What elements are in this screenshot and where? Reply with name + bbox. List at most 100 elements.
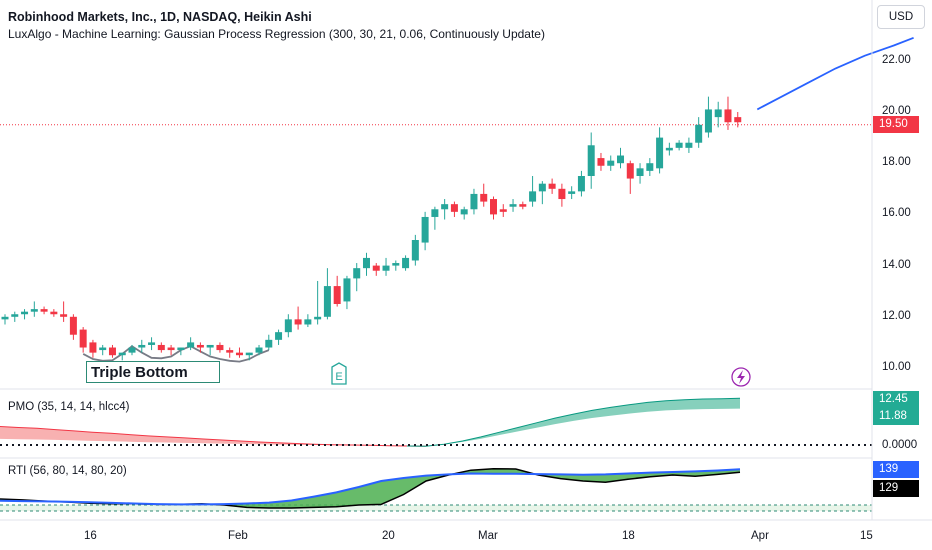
time-axis-tick: Feb [228, 530, 248, 542]
candle-body [167, 347, 175, 351]
candle-body [157, 344, 165, 351]
price-axis-tick: 12.00 [882, 310, 911, 322]
dividend-lightning-icon[interactable] [731, 367, 751, 387]
candle [548, 178, 556, 194]
candle-body [372, 265, 380, 271]
pmo-positive-fill [407, 398, 740, 447]
price-axis-tick: 10.00 [882, 361, 911, 373]
price-pane[interactable] [0, 36, 914, 363]
candle [675, 140, 683, 151]
candle-body [255, 347, 263, 353]
candle-body [656, 137, 664, 169]
candle [108, 344, 116, 358]
rti-indicator-label[interactable]: RTI (56, 80, 14, 80, 20) [8, 465, 127, 477]
candle [558, 183, 566, 207]
candle-body [597, 158, 605, 166]
candle [597, 152, 605, 171]
candle-body [60, 314, 68, 317]
candle [724, 96, 732, 130]
candle [421, 211, 429, 251]
candle [411, 234, 419, 266]
candle [157, 342, 165, 353]
candle-body [11, 314, 19, 317]
candle [196, 342, 204, 353]
pmo-indicator-label[interactable]: PMO (35, 14, 14, hlcc4) [8, 401, 130, 413]
candle-body [333, 286, 341, 304]
candle-body [675, 142, 683, 148]
rti-fill [0, 468, 740, 508]
candle [304, 314, 312, 328]
candle [568, 186, 576, 200]
candle [714, 101, 722, 128]
candle-body [265, 339, 273, 348]
triple-bottom-label[interactable]: Triple Bottom [86, 361, 220, 383]
candle-body [558, 188, 566, 200]
candle-body [714, 109, 722, 118]
candle-body [636, 168, 644, 176]
candle-body [177, 347, 185, 351]
rti-pane[interactable] [0, 467, 872, 512]
candle-body [724, 109, 732, 123]
candle-body [343, 278, 351, 302]
candle-body [617, 155, 625, 164]
candle-body [441, 204, 449, 210]
pmo-pane[interactable] [0, 397, 872, 447]
candle-body [187, 342, 195, 348]
candle-body [431, 209, 439, 217]
candle-body [411, 240, 419, 261]
candle [362, 252, 370, 276]
candle-body [79, 329, 87, 348]
candle [21, 309, 29, 320]
candle-body [21, 311, 29, 315]
candle-body [275, 332, 283, 340]
rti-oversold-band [0, 505, 872, 511]
candle [704, 96, 712, 138]
candle [128, 344, 136, 356]
candle-body [402, 257, 410, 269]
candle-body [704, 109, 712, 133]
candle-body [118, 352, 126, 356]
candle [255, 344, 263, 356]
current-price-tag: 19.50 [873, 116, 919, 133]
candle-body [607, 160, 615, 166]
candle [431, 206, 439, 230]
candle [275, 329, 283, 345]
earnings-marker[interactable]: E [331, 362, 347, 385]
price-axis-tick: 16.00 [882, 207, 911, 219]
chart-title: Robinhood Markets, Inc., 1D, NASDAQ, Hei… [8, 10, 312, 24]
indicator-title: LuxAlgo - Machine Learning: Gaussian Pro… [8, 27, 545, 41]
candle-body [196, 344, 204, 348]
candle [50, 309, 58, 317]
candle [695, 117, 703, 148]
candle [392, 260, 400, 271]
candle-body [40, 309, 48, 312]
currency-button[interactable]: USD [877, 5, 925, 29]
candle [118, 352, 126, 361]
rti-signal-tag: 139 [873, 461, 919, 478]
candle [314, 280, 322, 325]
candle [177, 347, 185, 356]
candle [294, 306, 302, 330]
price-axis-tick: 18.00 [882, 156, 911, 168]
time-axis-tick: 18 [622, 530, 635, 542]
candle [509, 199, 517, 212]
time-axis-tick: 15 [860, 530, 873, 542]
candle [499, 204, 507, 217]
candle [167, 344, 175, 356]
earnings-marker-label: E [335, 371, 342, 383]
candle-body [148, 342, 156, 345]
price-axis-tick: 14.00 [882, 259, 911, 271]
candle [245, 352, 253, 361]
candle [60, 301, 68, 322]
candle-body [538, 183, 546, 192]
candle-body [499, 209, 507, 212]
candle-body [323, 286, 331, 317]
time-axis-tick: 16 [84, 530, 97, 542]
candle-body [470, 193, 478, 210]
candle-body [69, 316, 77, 335]
candle-body [314, 316, 322, 320]
candle-body [421, 216, 429, 243]
candle-body [450, 204, 458, 212]
candle [470, 188, 478, 215]
